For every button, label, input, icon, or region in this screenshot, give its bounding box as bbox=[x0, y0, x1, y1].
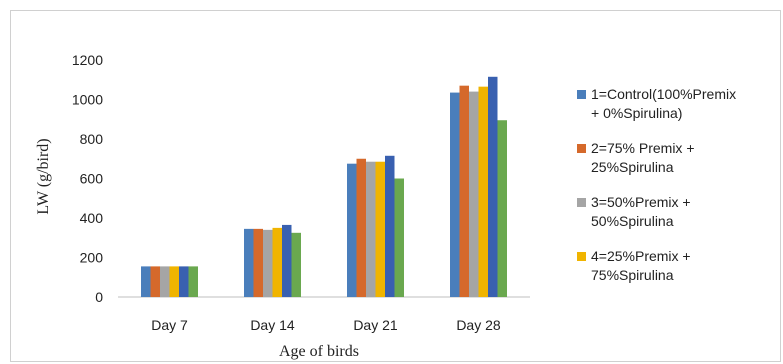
bar bbox=[347, 163, 357, 297]
legend-swatch bbox=[577, 252, 586, 261]
bar bbox=[169, 266, 179, 297]
bar bbox=[244, 228, 254, 297]
y-axis-title: LW (g/bird) bbox=[35, 138, 52, 214]
bar bbox=[291, 232, 301, 297]
bar bbox=[375, 161, 385, 297]
legend-swatch bbox=[577, 198, 586, 207]
y-tick-label: 200 bbox=[80, 250, 104, 266]
legend-label: 50%Spirulina bbox=[591, 213, 674, 229]
legend-label: 1=Control(100%Premix bbox=[591, 86, 736, 102]
x-tick-label: Day 28 bbox=[456, 317, 501, 333]
y-tick-label: 400 bbox=[80, 210, 104, 226]
y-tick-label: 600 bbox=[80, 171, 104, 187]
legend-label: + 0%Spirulina) bbox=[591, 105, 682, 121]
x-axis-title: Age of birds bbox=[279, 343, 359, 360]
bar bbox=[179, 266, 189, 297]
bar bbox=[450, 92, 460, 298]
bar bbox=[253, 228, 263, 297]
y-tick-label: 0 bbox=[95, 289, 103, 305]
x-tick-label: Day 21 bbox=[353, 317, 398, 333]
legend-swatch bbox=[577, 144, 586, 153]
bar bbox=[272, 227, 282, 297]
bar bbox=[459, 85, 469, 297]
bar bbox=[478, 86, 488, 297]
legend-label: 2=75% Premix + bbox=[591, 140, 695, 156]
legend-label: 25%Spirulina bbox=[591, 159, 674, 175]
legend-swatch bbox=[577, 90, 586, 99]
bar bbox=[394, 178, 404, 297]
bar bbox=[366, 161, 376, 297]
x-tick-label: Day 14 bbox=[250, 317, 295, 333]
bar bbox=[282, 224, 292, 297]
bar bbox=[160, 266, 170, 297]
bar bbox=[356, 158, 366, 297]
y-tick-label: 1200 bbox=[72, 52, 103, 68]
bar bbox=[488, 76, 498, 297]
y-tick-label: 1000 bbox=[72, 92, 103, 108]
legend-label: 3=50%Premix + bbox=[591, 194, 691, 210]
bar bbox=[469, 91, 479, 297]
legend-label: 75%Spirulina bbox=[591, 267, 674, 283]
bar bbox=[497, 120, 507, 297]
legend-label: 4=25%Premix + bbox=[591, 248, 691, 264]
bars-group bbox=[141, 76, 507, 298]
bar bbox=[150, 266, 160, 297]
legend: 1=Control(100%Premix + 0%Spirulina) 2=75% … bbox=[577, 86, 736, 283]
bar bbox=[188, 266, 198, 297]
x-tick-label: Day 7 bbox=[151, 317, 188, 333]
bar bbox=[263, 229, 273, 297]
y-tick-label: 800 bbox=[80, 131, 104, 147]
bar bbox=[385, 155, 395, 297]
bar bbox=[141, 266, 151, 297]
